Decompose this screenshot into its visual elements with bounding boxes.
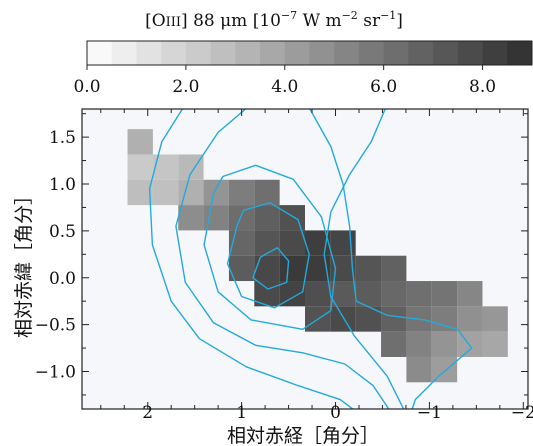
heatmap-pixel xyxy=(431,331,458,357)
colorbar-bin xyxy=(136,41,162,65)
heatmap-pixel xyxy=(279,205,305,231)
contour-line xyxy=(309,109,473,409)
contour-line xyxy=(226,202,310,309)
colorbar-bin xyxy=(334,41,360,65)
colorbar-bin xyxy=(482,41,508,65)
colorbar-bin xyxy=(358,41,385,65)
colorbar-bin xyxy=(161,41,187,65)
heatmap-pixel xyxy=(381,331,407,357)
heatmap-pixel xyxy=(228,179,255,206)
colorbar-tick-label: 0.0 xyxy=(73,77,100,97)
x-tick-label: −2 xyxy=(511,403,533,423)
contour-line xyxy=(175,109,390,409)
contour-lines xyxy=(148,109,473,409)
plot-area: 2 1 0 −1 −2 1.5 1.0 0.5 0.0 −0.5 −1.0 相対赤経［角分］ 相対… xyxy=(13,108,533,446)
colorbar-bin xyxy=(111,41,137,65)
colorbar-ticks: 0.0 2.0 4.0 6.0 8.0 xyxy=(73,65,496,97)
colorbar-bin xyxy=(235,41,261,65)
colorbar-title-line: ] 88 μm [10 xyxy=(181,11,281,31)
y-tick-label: −0.5 xyxy=(35,316,76,336)
colorbar-title-exp3: −1 xyxy=(380,9,396,22)
heatmap-pixel xyxy=(457,306,483,332)
y-axis-label: 相対赤緯［角分］ xyxy=(13,186,35,338)
heatmap-pixel xyxy=(127,154,153,180)
colorbar-bins xyxy=(87,41,533,65)
colorbar-bin xyxy=(210,41,236,65)
heatmap-pixel xyxy=(330,306,356,332)
heatmap-pixel xyxy=(254,255,280,282)
colorbar-bin xyxy=(433,41,459,65)
heatmap-pixel xyxy=(152,179,179,206)
heatmap-pixel xyxy=(254,205,280,231)
heatmap-pixel xyxy=(406,281,432,307)
heatmap-pixel xyxy=(254,230,280,256)
heatmap-pixel xyxy=(482,331,508,357)
heatmap-pixel xyxy=(457,331,483,357)
colorbar-frame xyxy=(86,40,533,66)
colorbar-tick-label: 4.0 xyxy=(271,77,298,97)
plot-frame xyxy=(81,108,529,410)
colorbar-tick-label: 2.0 xyxy=(172,77,199,97)
heatmap-pixel xyxy=(381,281,407,307)
colorbar-title-units2: sr xyxy=(358,11,381,31)
heatmap-pixel xyxy=(127,129,153,155)
colorbar-bin xyxy=(383,41,409,65)
y-axis: 1.5 1.0 0.5 0.0 −0.5 −1.0 xyxy=(35,113,528,396)
heatmap-pixel xyxy=(178,154,204,180)
colorbar-bin xyxy=(507,41,533,65)
contour-line xyxy=(323,109,405,409)
colorbar-tick-label: 6.0 xyxy=(370,77,397,97)
colorbar-bin xyxy=(87,41,113,65)
colorbar-title-prefix: [O xyxy=(145,11,166,31)
heatmap-pixel xyxy=(127,179,153,206)
colorbar-bin xyxy=(309,41,335,65)
contour-line xyxy=(252,247,290,290)
y-tick-label: 1.0 xyxy=(49,175,76,195)
colorbar: [OIII] 88 μm [10−7 W m−2 sr−1] 0.0 2.0 4.0… xyxy=(73,9,533,97)
heatmap-pixel xyxy=(406,331,432,357)
colorbar-title-exp1: −7 xyxy=(281,9,297,22)
colorbar-title-units: W m xyxy=(297,11,341,31)
y-tick-label: 0.5 xyxy=(49,222,76,242)
heatmap-pixel xyxy=(355,255,382,282)
heatmap-pixel xyxy=(152,154,179,180)
y-tick-label: −1.0 xyxy=(35,363,76,383)
heatmap-pixel xyxy=(228,205,255,231)
heatmap-pixel xyxy=(203,179,229,206)
contour-line xyxy=(203,164,337,330)
colorbar-title-ion: III xyxy=(166,15,181,30)
heatmap-pixel xyxy=(381,255,407,282)
colorbar-bin xyxy=(185,41,212,65)
colorbar-title-exp2: −2 xyxy=(342,9,358,22)
x-tick-label: 0 xyxy=(330,403,341,423)
colorbar-bin xyxy=(457,41,484,65)
heatmap-pixel xyxy=(381,306,407,332)
colorbar-bin xyxy=(260,41,286,65)
colorbar-tick-label: 8.0 xyxy=(469,77,496,97)
y-tick-label: 0.0 xyxy=(49,269,76,289)
heatmap-pixel xyxy=(254,179,280,206)
colorbar-bin xyxy=(284,41,310,65)
heatmap-pixel xyxy=(431,281,458,307)
heatmap-pixel xyxy=(355,281,382,307)
contour-line xyxy=(148,109,354,409)
colorbar-title-close: ] xyxy=(396,11,403,31)
heatmap-pixel xyxy=(279,230,305,256)
heatmap-pixel xyxy=(279,255,305,282)
heatmap-pixel xyxy=(482,306,508,332)
heatmap-pixel xyxy=(406,356,432,383)
colorbar-bin xyxy=(408,41,434,65)
heatmap-pixel xyxy=(178,205,204,231)
colorbar-title: [OIII] 88 μm [10−7 W m−2 sr−1] xyxy=(145,9,403,31)
x-axis-label: 相対赤経［角分］ xyxy=(227,425,379,446)
x-tick-label: −1 xyxy=(417,403,442,423)
y-tick-label: 1.5 xyxy=(49,128,76,148)
x-axis: 2 1 0 −1 −2 xyxy=(100,109,533,423)
x-tick-label: 2 xyxy=(142,403,153,423)
heatmap-pixel xyxy=(305,281,331,307)
heatmap-pixel xyxy=(457,281,483,307)
x-tick-label: 1 xyxy=(236,403,247,423)
